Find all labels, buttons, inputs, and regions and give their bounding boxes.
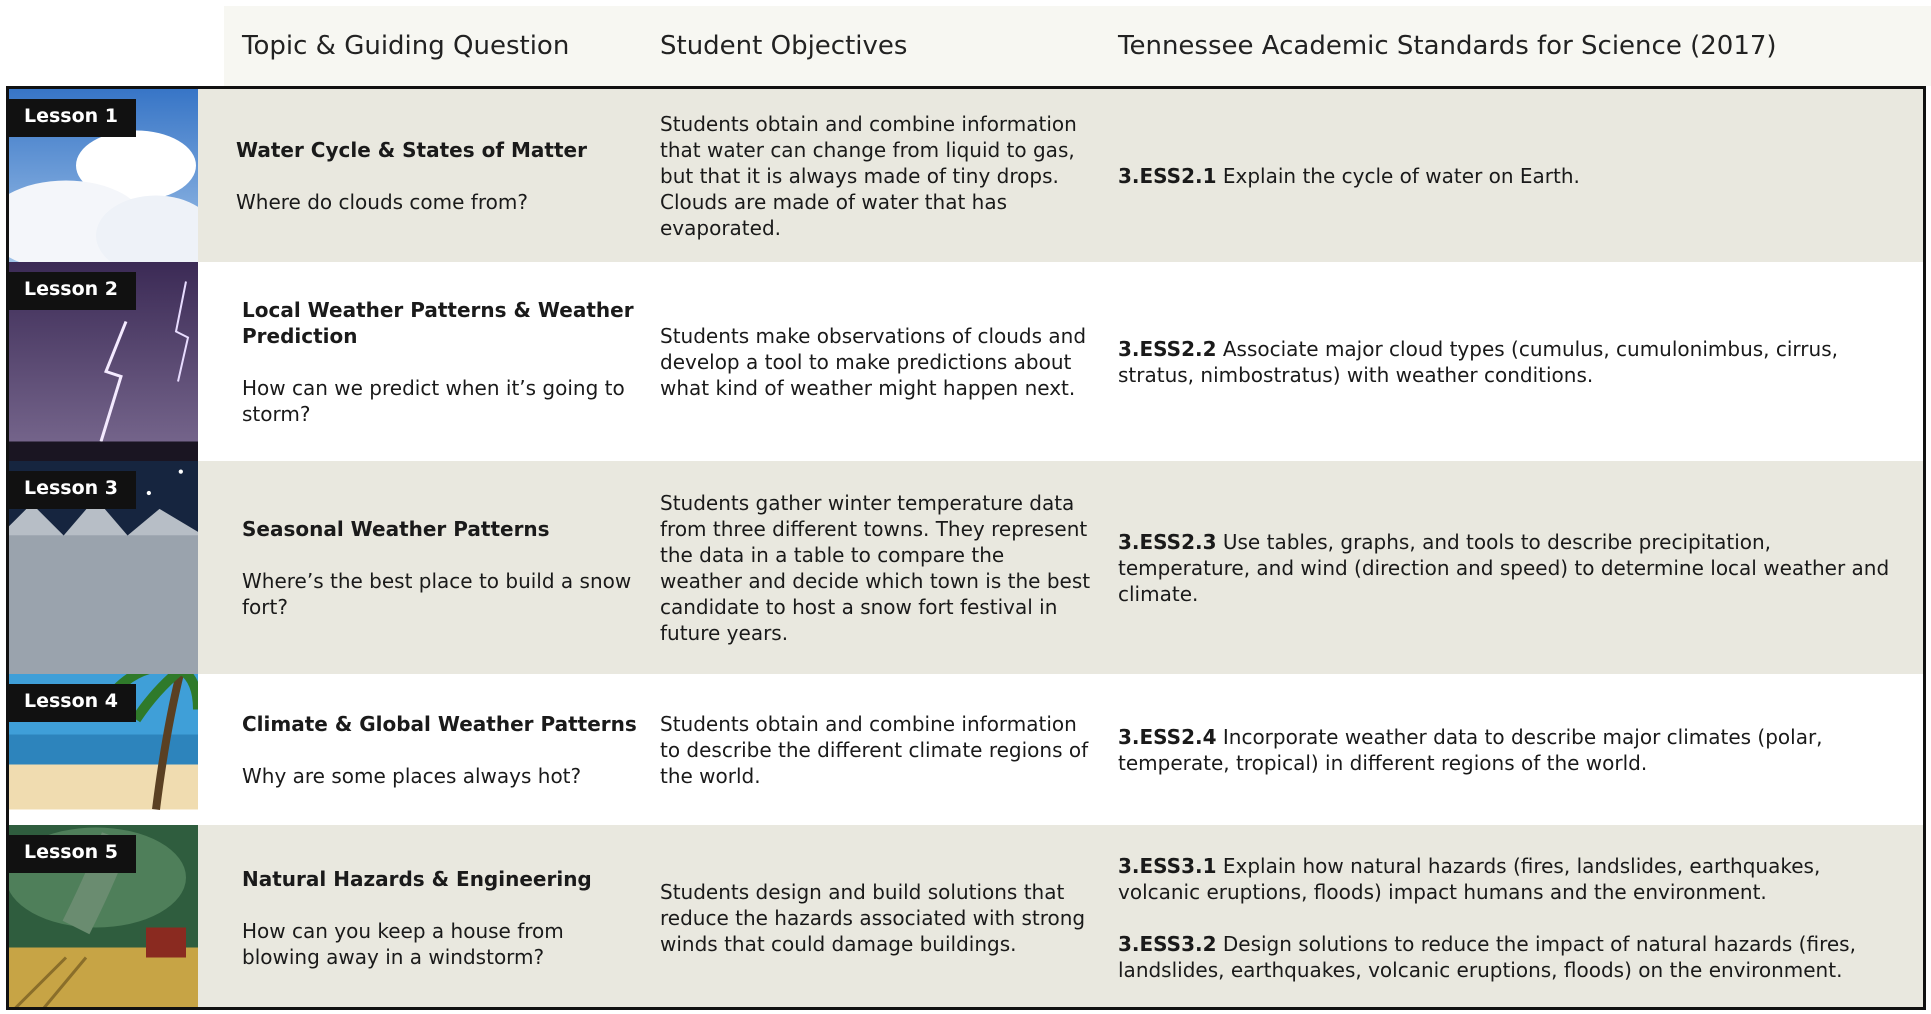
column-header: Topic & Guiding Question xyxy=(242,31,570,61)
standard: 3.ESS2.1 Explain the cycle of water on E… xyxy=(1118,163,1908,189)
lesson-illustration xyxy=(0,461,205,696)
standard: 3.ESS3.2 Design solutions to reduce the … xyxy=(1118,931,1908,983)
lesson-row: Lesson 2 Local Weather Patterns & Weather… xyxy=(6,261,1926,462)
standard-code: 3.ESS2.2 xyxy=(1118,336,1217,361)
standard-code: 3.ESS2.3 xyxy=(1118,529,1217,554)
lesson-label: Lesson 2 xyxy=(6,272,137,310)
lesson-label: Lesson 3 xyxy=(6,471,137,509)
standards-cell: 3.ESS2.3 Use tables, graphs, and tools t… xyxy=(1118,461,1908,674)
objectives: Students make observations of clouds and… xyxy=(660,323,1087,400)
lesson-label: Lesson 5 xyxy=(6,835,137,873)
guiding-question: How can you keep a house from blowing aw… xyxy=(242,918,564,969)
standard: 3.ESS2.3 Use tables, graphs, and tools t… xyxy=(1118,529,1908,607)
standard: 3.ESS2.2 Associate major cloud types (cu… xyxy=(1118,336,1908,388)
objectives-cell: Students make observations of clouds and… xyxy=(660,262,1092,461)
topic-cell: Local Weather Patterns & Weather Predict… xyxy=(242,262,642,461)
table-frame xyxy=(6,86,1926,1010)
standards-cell: 3.ESS2.2 Associate major cloud types (cu… xyxy=(1118,262,1908,461)
header-bar xyxy=(224,6,1931,86)
standard-code: 3.ESS3.2 xyxy=(1118,931,1217,956)
guiding-question: Why are some places always hot? xyxy=(242,763,582,788)
objectives: Students gather winter temperature data … xyxy=(660,490,1091,645)
standard-text: Design solutions to reduce the impact of… xyxy=(1118,931,1856,982)
standard-code: 3.ESS2.1 xyxy=(1118,163,1217,188)
objectives: Students design and build solutions that… xyxy=(660,879,1086,956)
topic-cell: Water Cycle & States of Matter Where do c… xyxy=(236,89,636,262)
standard-text: Incorporate weather data to describe maj… xyxy=(1118,724,1823,775)
standard-text: Explain the cycle of water on Earth. xyxy=(1222,163,1580,188)
standards-cell: 3.ESS3.1 Explain how natural hazards (fi… xyxy=(1118,825,1908,1010)
lesson-row: Lesson 3 Seasonal Weather Patterns Where’s… xyxy=(0,461,1926,696)
topic-cell: Climate & Global Weather Patterns Why are… xyxy=(242,674,642,825)
standard-text: Explain how natural hazards (fires, land… xyxy=(1118,853,1821,904)
lesson-label: Lesson 4 xyxy=(6,684,137,722)
objectives-cell: Students design and build solutions that… xyxy=(660,825,1092,1010)
topic: Natural Hazards & Engineering xyxy=(242,866,592,891)
standard-text: Associate major cloud types (cumulus, cu… xyxy=(1118,336,1838,387)
objectives-cell: Students obtain and combine information … xyxy=(660,674,1092,825)
standard-code: 3.ESS2.4 xyxy=(1118,724,1217,749)
standards-cell: 3.ESS2.4 Incorporate weather data to des… xyxy=(1118,674,1908,825)
objectives: Students obtain and combine information … xyxy=(660,111,1077,240)
column-header: Tennessee Academic Standards for Science… xyxy=(1118,31,1777,61)
standard-text: Use tables, graphs, and tools to describ… xyxy=(1118,529,1890,606)
objectives: Students obtain and combine information … xyxy=(660,711,1089,788)
guiding-question: How can we predict when it’s going to st… xyxy=(242,375,625,426)
lesson-row: Lesson 5 Natural Hazards & Engineering How… xyxy=(6,817,1926,1014)
guiding-question: Where’s the best place to build a snow f… xyxy=(242,568,632,619)
topic-cell: Natural Hazards & Engineering How can you… xyxy=(242,825,642,1010)
lesson-row: Lesson 1 Water Cycle & States of Matter Wh… xyxy=(0,75,1926,276)
objectives-cell: Students gather winter temperature data … xyxy=(660,461,1092,674)
lesson-image xyxy=(6,649,203,825)
topic: Climate & Global Weather Patterns xyxy=(242,711,637,736)
lesson-label: Lesson 1 xyxy=(6,99,137,137)
standard: 3.ESS3.1 Explain how natural hazards (fi… xyxy=(1118,853,1908,905)
lesson-image xyxy=(0,461,205,696)
standard-code: 3.ESS3.1 xyxy=(1118,853,1217,878)
objectives-cell: Students obtain and combine information … xyxy=(660,89,1092,262)
lesson-illustration xyxy=(6,649,203,810)
topic-cell: Seasonal Weather Patterns Where’s the bes… xyxy=(242,461,642,674)
standard: 3.ESS2.4 Incorporate weather data to des… xyxy=(1118,724,1908,776)
standards-cell: 3.ESS2.1 Explain the cycle of water on E… xyxy=(1118,89,1908,262)
topic: Local Weather Patterns & Weather Predict… xyxy=(242,297,634,348)
topic: Water Cycle & States of Matter xyxy=(236,137,587,162)
guiding-question: Where do clouds come from? xyxy=(236,189,528,214)
lesson-row: Lesson 4 Climate & Global Weather Pattern… xyxy=(6,649,1926,825)
topic: Seasonal Weather Patterns xyxy=(242,516,550,541)
column-header: Student Objectives xyxy=(660,31,908,61)
